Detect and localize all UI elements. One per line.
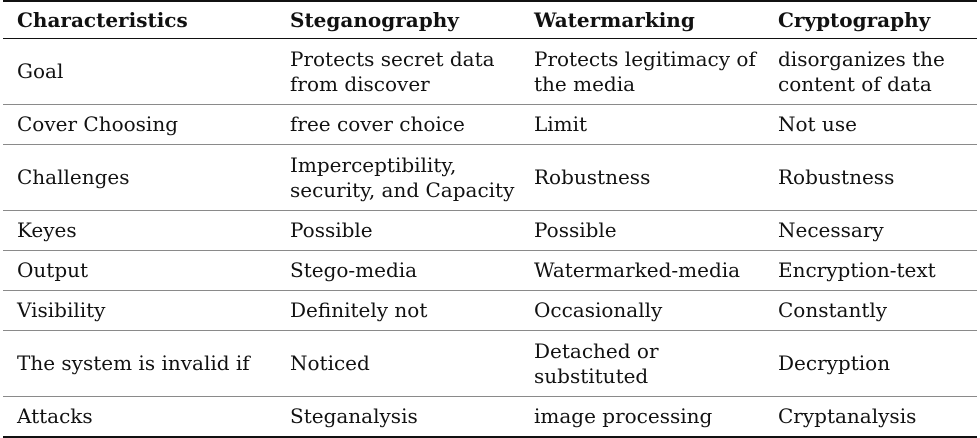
table-row-cover-choosing: Cover Choosing free cover choice Limit N… — [3, 104, 977, 145]
header-characteristics: Characteristics — [3, 0, 276, 39]
table-cell: Encryption-text — [764, 250, 977, 291]
table-cell: Protects legitimacy of the media — [520, 38, 764, 105]
table-row-visibility: Visibility Definitely not Occasionally C… — [3, 290, 977, 331]
table-cell: Robustness — [764, 144, 977, 211]
table-row-keyes: Keyes Possible Possible Necessary — [3, 210, 977, 251]
table-cell: Protects secret data from discover — [276, 38, 520, 105]
table-cell: Challenges — [3, 144, 276, 211]
header-cryptography: Cryptography — [764, 0, 977, 39]
comparison-table: Characteristics Steganography Watermarki… — [3, 0, 977, 438]
table-cell: Robustness — [520, 144, 764, 211]
table-cell: Stego-media — [276, 250, 520, 291]
table-cell: Visibility — [3, 290, 276, 331]
table-cell: Limit — [520, 104, 764, 145]
table-cell: Possible — [276, 210, 520, 251]
table-cell: Detached or substituted — [520, 330, 764, 397]
header-steganography: Steganography — [276, 0, 520, 39]
table-cell: Steganalysis — [276, 396, 520, 438]
table-cell: image processing — [520, 396, 764, 438]
table-cell: Goal — [3, 38, 276, 105]
table-header-row: Characteristics Steganography Watermarki… — [3, 0, 977, 39]
table-row-goal: Goal Protects secret data from discover … — [3, 38, 977, 105]
table-cell: Cover Choosing — [3, 104, 276, 145]
table-cell: free cover choice — [276, 104, 520, 145]
table-cell: Watermarked-media — [520, 250, 764, 291]
table-cell: Decryption — [764, 330, 977, 397]
table-cell: Constantly — [764, 290, 977, 331]
table-cell: disorganizes the content of data — [764, 38, 977, 105]
table-row-output: Output Stego-media Watermarked-media Enc… — [3, 250, 977, 291]
table-cell: Necessary — [764, 210, 977, 251]
table-cell: Keyes — [3, 210, 276, 251]
table-cell: Possible — [520, 210, 764, 251]
table-cell: The system is invalid if — [3, 330, 276, 397]
table-row-challenges: Challenges Imperceptibility, security, a… — [3, 144, 977, 211]
table-row-invalid-if: The system is invalid if Noticed Detache… — [3, 330, 977, 397]
table-row-attacks: Attacks Steganalysis image processing Cr… — [3, 396, 977, 438]
table-cell: Imperceptibility, security, and Capacity — [276, 144, 520, 211]
table-cell: Cryptanalysis — [764, 396, 977, 438]
table-cell: Noticed — [276, 330, 520, 397]
table-cell: Occasionally — [520, 290, 764, 331]
table-cell: Attacks — [3, 396, 276, 438]
table-cell: Output — [3, 250, 276, 291]
header-watermarking: Watermarking — [520, 0, 764, 39]
table-cell: Definitely not — [276, 290, 520, 331]
table-cell: Not use — [764, 104, 977, 145]
